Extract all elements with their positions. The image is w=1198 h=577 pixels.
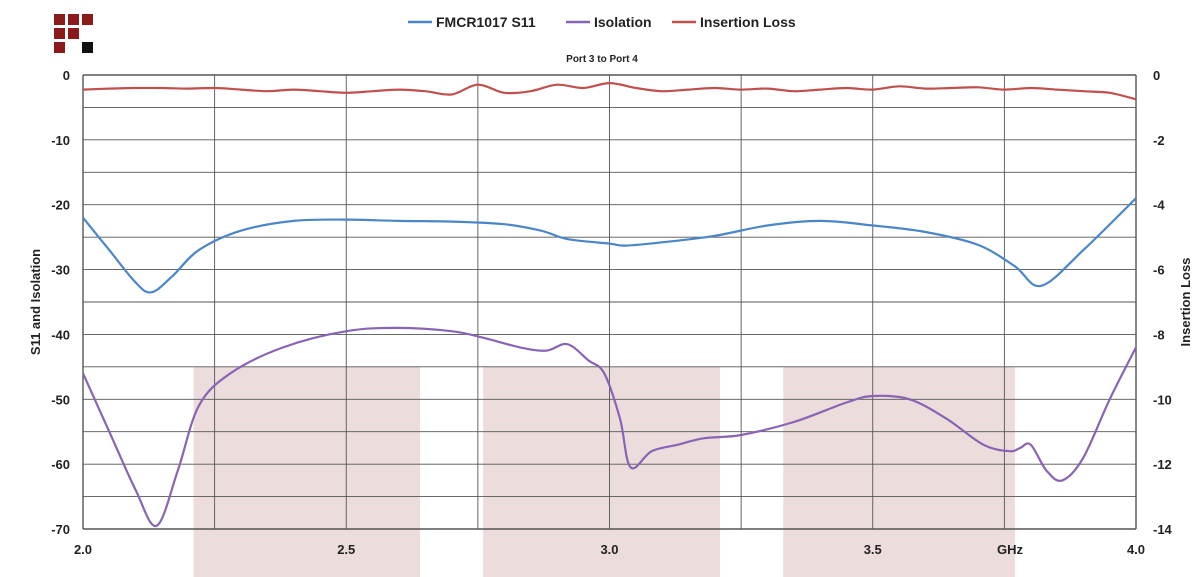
x-tick-label: 2.5 — [337, 542, 355, 557]
y2-tick-label: -14 — [1153, 522, 1173, 537]
y-tick-label: -70 — [51, 522, 70, 537]
y-tick-label: -50 — [51, 392, 70, 407]
y-tick-label: -30 — [51, 263, 70, 278]
x-tick-label: 3.5 — [864, 542, 882, 557]
series-line-isolation — [81, 326, 1137, 527]
x-tick-label: 3.0 — [600, 542, 618, 557]
y2-tick-label: 0 — [1153, 68, 1160, 83]
y-tick-label: -60 — [51, 457, 70, 472]
y2-axis-title: Insertion Loss — [1178, 258, 1193, 347]
x-tick-label: 4.0 — [1127, 542, 1145, 557]
chart-subtitle: Port 3 to Port 4 — [566, 54, 638, 65]
logo-square-black — [82, 42, 93, 53]
legend-label: Insertion Loss — [700, 14, 796, 30]
series-line-fmcr1017-s11 — [82, 197, 1137, 294]
legend-label: Isolation — [594, 14, 652, 30]
y2-tick-label: -8 — [1153, 327, 1165, 342]
logo-square — [54, 14, 65, 25]
grid-lines — [82, 74, 1137, 530]
company-logo — [54, 14, 93, 53]
logo-square — [68, 28, 79, 39]
series-line-insertion-loss — [82, 82, 1137, 101]
y-tick-label: -10 — [51, 133, 70, 148]
shaded-band — [193, 366, 420, 577]
x-tick-label: 2.0 — [74, 542, 92, 557]
y-tick-label: -40 — [51, 327, 70, 342]
shaded-bands — [193, 366, 1015, 577]
x-unit-label: GHz — [997, 542, 1024, 557]
y2-tick-label: -2 — [1153, 133, 1165, 148]
y2-tick-label: -10 — [1153, 392, 1172, 407]
tick-labels: 0 -10 -20 -30 -40 -50 -60 -70 0 -2 -4 -6 -8 -10 -12 -14… — [51, 68, 1172, 557]
y2-tick-label: -6 — [1153, 263, 1165, 278]
legend-label: FMCR1017 S11 — [436, 14, 536, 30]
data-series — [81, 82, 1137, 527]
y-axis-title: S11 and Isolation — [28, 249, 43, 355]
y-tick-label: -20 — [51, 198, 70, 213]
logo-square — [82, 14, 93, 25]
logo-square — [68, 14, 79, 25]
y-tick-label: 0 — [63, 68, 70, 83]
y2-tick-label: -12 — [1153, 457, 1172, 472]
logo-square — [54, 42, 65, 53]
shaded-band — [783, 366, 1015, 577]
logo-square — [54, 28, 65, 39]
shaded-band — [483, 366, 721, 577]
legend: FMCR1017 S11 Isolation Insertion Loss — [408, 14, 796, 30]
y2-tick-label: -4 — [1153, 198, 1165, 213]
